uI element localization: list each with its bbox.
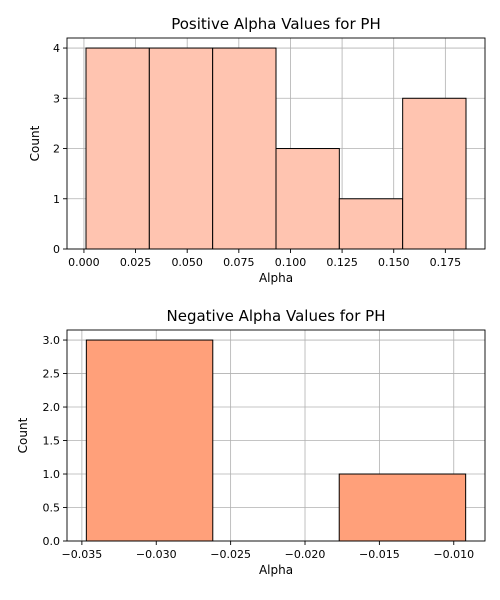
x-tick-label: −0.010 [433,548,474,561]
histogram-bar [212,47,277,250]
x-tick-label: 0.100 [275,256,307,269]
y-axis-label: Count [28,125,42,161]
x-tick-label: 0.175 [430,256,462,269]
y-tick-label: 2.5 [43,368,61,381]
negative-alpha-histogram: −0.035 −0.030 −0.025 −0.020 −0.015 −0.010 0.0 0… [16,307,486,577]
x-tick-label: 0.125 [326,256,358,269]
histogram-bar [338,198,404,250]
x-tick-label: 0.150 [378,256,410,269]
x-tick-label: −0.025 [210,548,251,561]
chart-title: Negative Alpha Values for PH [167,307,386,325]
y-tick-label: 0.0 [43,535,61,548]
y-tick-label: 2 [53,143,60,156]
x-tick-label: 0.075 [223,256,255,269]
y-tick-label: 1.0 [43,468,61,481]
plot-frame [66,329,486,542]
y-tick-label: 3 [53,92,60,105]
y-tick-label: 3.0 [43,334,61,347]
y-tick-label: 0 [53,243,60,256]
histogram-bar [85,339,214,542]
y-tick-label: 1.5 [43,435,61,448]
x-axis-label: Alpha [259,563,293,577]
histogram-bar [85,47,150,250]
y-tick-label: 2.0 [43,401,61,414]
y-tick-label: 4 [53,42,60,55]
chart-title: Positive Alpha Values for PH [171,15,381,33]
x-tick-label: −0.030 [136,548,177,561]
histogram-bar [148,47,214,250]
x-axis-label: Alpha [259,271,293,285]
positive-alpha-histogram: 0.000 0.025 0.050 0.075 0.100 0.125 0.150 0.175… [28,15,486,285]
y-tick-label: 1 [53,193,60,206]
x-tick-label: −0.020 [285,548,326,561]
x-tick-label: −0.015 [359,548,400,561]
y-axis-label: Count [16,417,30,453]
x-tick-label: −0.035 [62,548,103,561]
histogram-bar [275,148,340,250]
x-tick-label: 0.000 [68,256,100,269]
histogram-bar [402,97,467,250]
plot-frame [66,37,486,250]
histogram-bar [338,473,467,542]
x-tick-label: 0.025 [120,256,152,269]
x-tick-label: 0.050 [171,256,203,269]
y-tick-label: 0.5 [43,502,61,515]
